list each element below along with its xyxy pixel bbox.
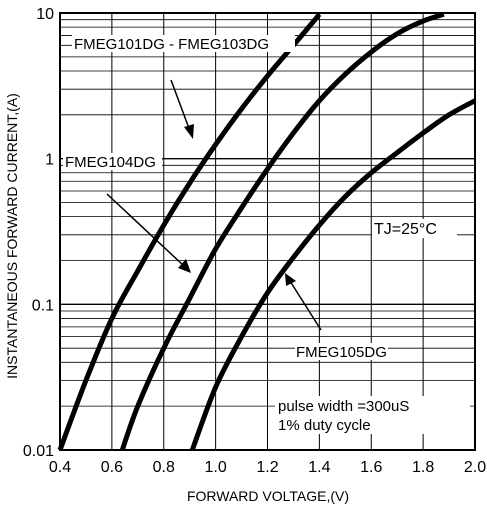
series-curve-1 — [60, 14, 319, 450]
series-label-fmeg101-103: FMEG101DG - FMEG103DG — [74, 36, 269, 53]
x-axis-title: FORWARD VOLTAGE,(V) — [187, 488, 349, 504]
y-axis-title: INSTANTANEOUS FORWARD CURRENT,(A) — [4, 93, 20, 379]
x-tick-label: 1.0 — [205, 459, 227, 476]
arrow-fmeg105-head — [285, 273, 296, 286]
x-tick-label: 0.4 — [49, 459, 71, 476]
y-tick-label: 0.1 — [32, 297, 54, 314]
y-tick-labels: 0.01 0.1 1 10 — [23, 6, 54, 460]
y-tick-label: 1 — [45, 152, 54, 169]
y-tick-label: 10 — [36, 6, 54, 23]
y-tick-label: 0.01 — [23, 443, 54, 460]
x-tick-label: 1.6 — [360, 459, 382, 476]
x-tick-label: 0.8 — [153, 459, 175, 476]
temperature-label: TJ=25°C — [374, 221, 437, 238]
arrow-fmeg104-head — [178, 259, 191, 273]
pulse-width-label: pulse width =300uS — [278, 398, 409, 415]
duty-cycle-label: 1% duty cycle — [278, 417, 371, 434]
x-tick-label: 1.4 — [308, 459, 330, 476]
arrow-fmeg101-103-head — [184, 124, 194, 139]
arrow-fmeg105 — [290, 281, 321, 330]
series-label-fmeg104: FMEG104DG — [65, 154, 156, 171]
arrow-fmeg101-103 — [171, 80, 190, 131]
x-tick-label: 2.0 — [464, 459, 486, 476]
series-label-fmeg105: FMEG105DG — [296, 344, 387, 361]
x-tick-label: 1.8 — [412, 459, 434, 476]
x-tick-label: 0.6 — [101, 459, 123, 476]
arrows — [107, 80, 321, 330]
x-tick-labels: 0.4 0.6 0.8 1.0 1.2 1.4 1.6 1.8 2.0 — [49, 459, 486, 476]
x-tick-label: 1.2 — [256, 459, 278, 476]
